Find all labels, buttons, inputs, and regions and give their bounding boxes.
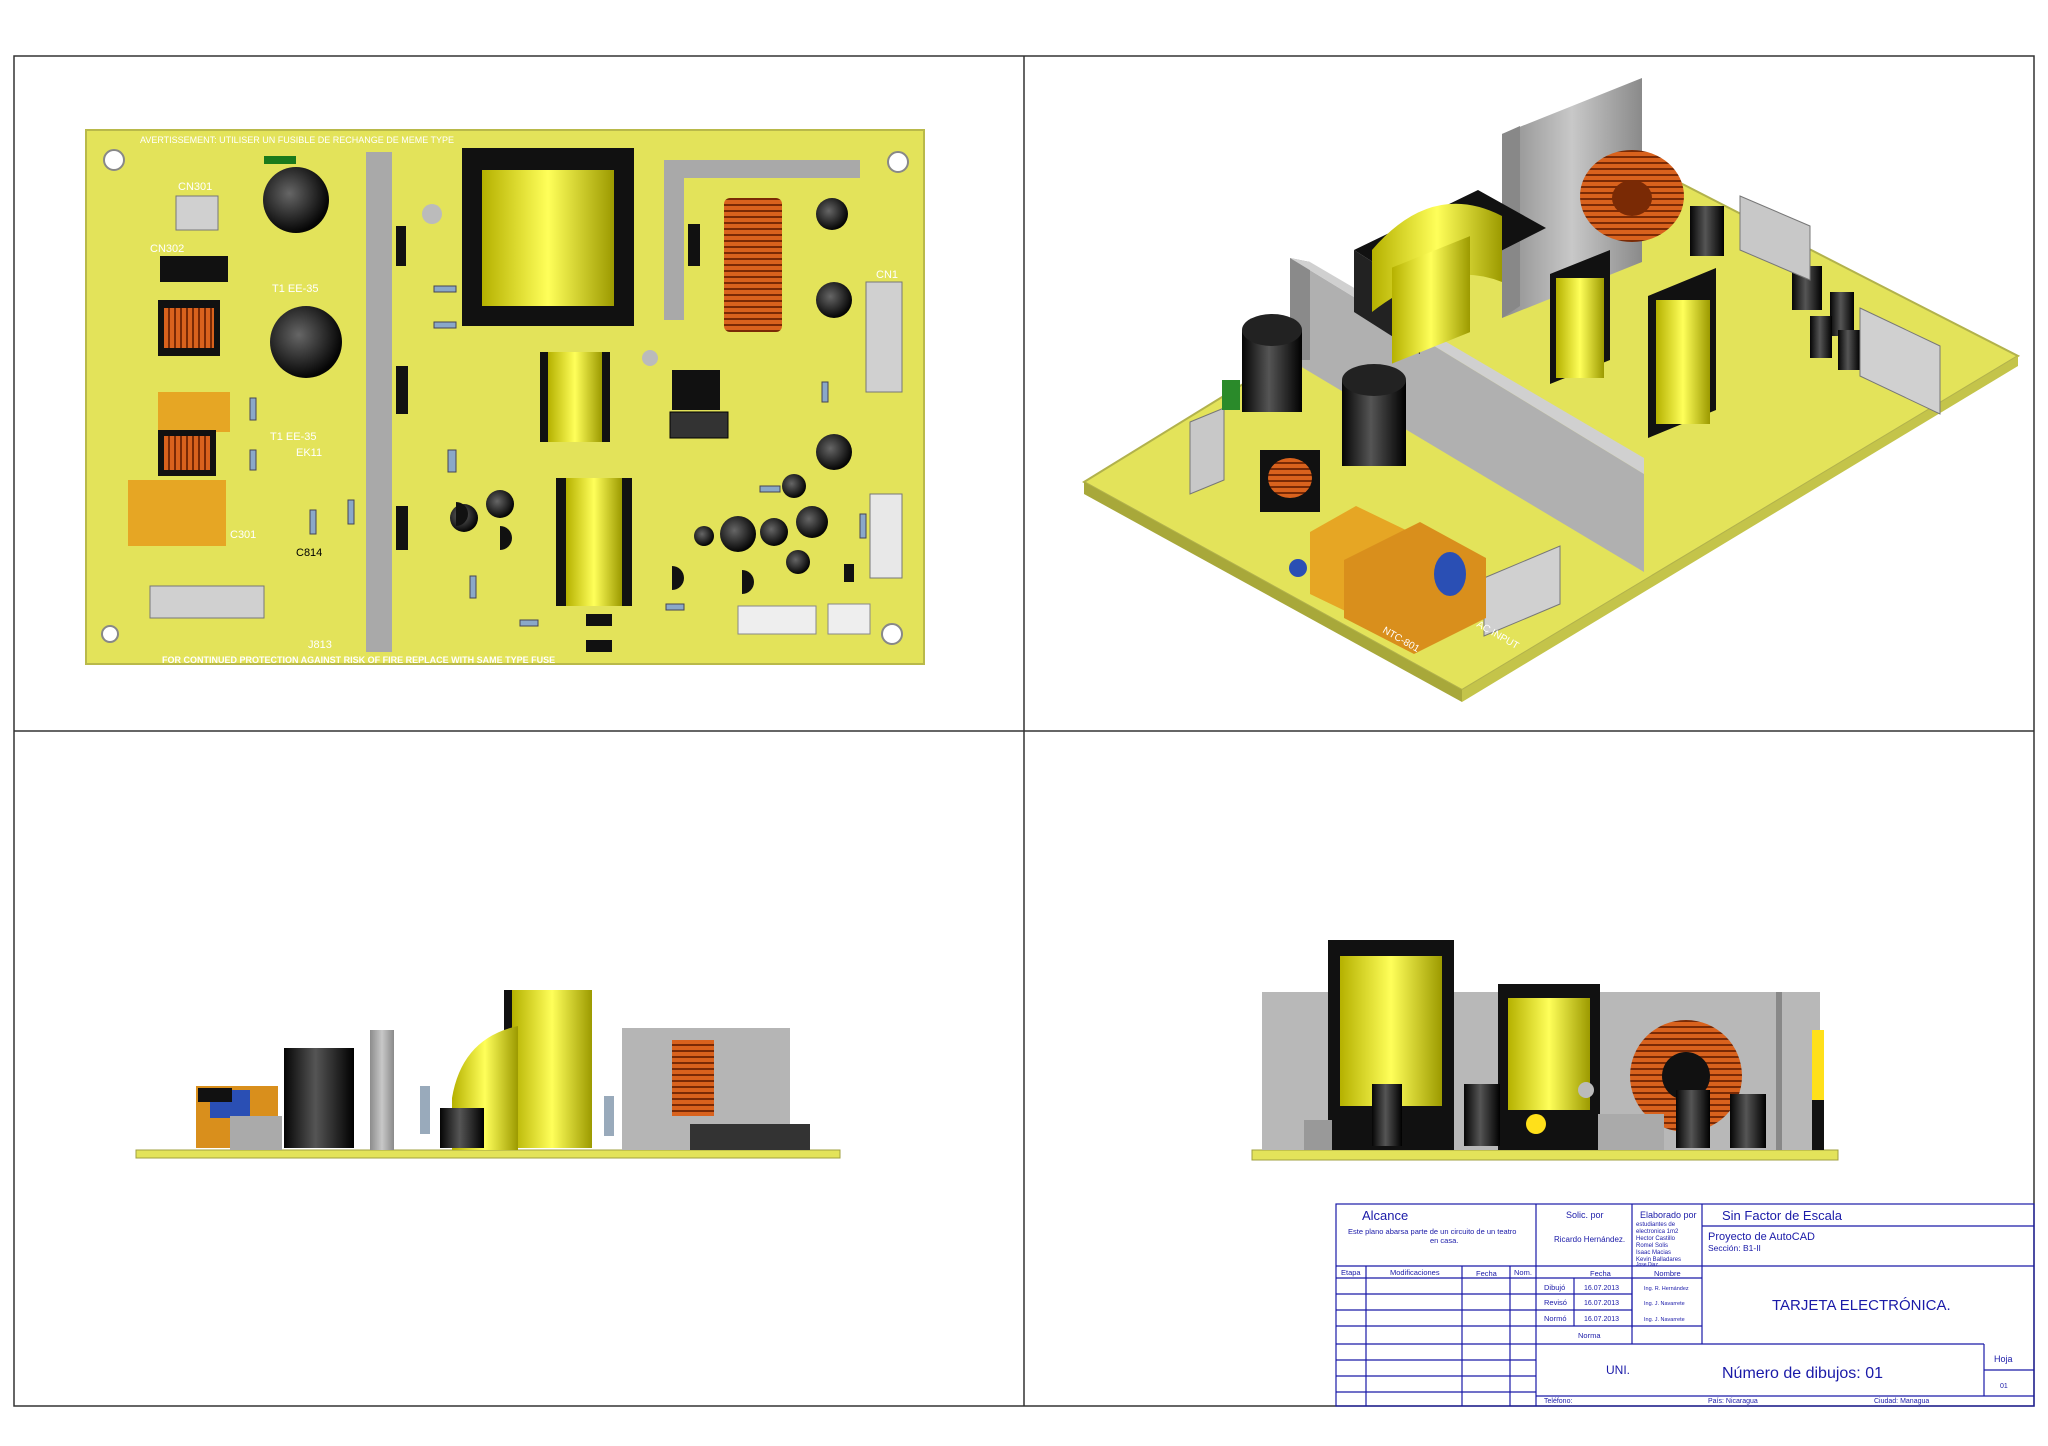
row-dibujo-fecha: 16.07.2013 xyxy=(1584,1285,1619,1292)
label-cn302: CN302 xyxy=(150,243,184,255)
resistors-top xyxy=(249,285,867,627)
label-cn1: CN1 xyxy=(876,269,898,281)
silkscreen-top-text: AVERTISSEMENT: UTILISER UN FUSIBLE DE RE… xyxy=(140,135,454,145)
x-capacitor xyxy=(128,480,226,546)
elaborado-line-7: Jose Diaz xyxy=(1636,1262,1658,1268)
iso-connector-rear xyxy=(1739,195,1811,281)
connector-bottom-2 xyxy=(827,603,871,635)
pcb-front-elevation xyxy=(135,990,841,1159)
iso-heatsink-front xyxy=(1290,258,1644,572)
toroid-coil xyxy=(724,198,782,332)
filter-block xyxy=(158,392,230,432)
pais-text: País: Nicaragua xyxy=(1708,1398,1758,1405)
pcb-isometric-view: NTC-801 AC INPUT xyxy=(1082,78,2021,702)
transformer-small-1 xyxy=(548,352,602,442)
col-nombre: Nombre xyxy=(1654,1269,1681,1278)
solic-name: Ricardo Hernández. xyxy=(1554,1235,1625,1244)
seccion-text: Sección: B1-II xyxy=(1708,1243,1761,1253)
heatsink-top xyxy=(664,160,860,320)
front-board xyxy=(135,1149,841,1159)
elaborado-line-4: Romel Solis xyxy=(1636,1243,1668,1249)
elaborado-title: Elaborado por xyxy=(1640,1210,1697,1220)
row-normo-label: Normó xyxy=(1544,1314,1567,1323)
elaborado-line-5: Isaac Macias xyxy=(1636,1250,1671,1256)
norma-text: Norma xyxy=(1578,1331,1601,1340)
transistors-top xyxy=(396,224,854,652)
proyecto-text: Proyecto de AutoCAD xyxy=(1708,1231,1815,1243)
ic-1 xyxy=(672,370,720,410)
label-cn301: CN301 xyxy=(178,181,212,193)
label-t1b: T1 EE-35 xyxy=(270,431,316,443)
iso-transformer xyxy=(1354,190,1546,364)
connector-bottom xyxy=(737,605,817,635)
col-nom: Nom. xyxy=(1514,1268,1532,1277)
connector-cn301 xyxy=(175,195,219,231)
silkscreen-bottom-text: FOR CONTINUED PROTECTION AGAINST RISK OF… xyxy=(162,655,555,665)
row-reviso-fecha: 16.07.2013 xyxy=(1584,1300,1619,1307)
iso-blue-caps xyxy=(1289,552,1466,596)
connector-j813 xyxy=(149,585,265,619)
label-ek11: EK11 xyxy=(296,447,322,459)
col-modificaciones: Modificaciones xyxy=(1390,1268,1440,1277)
pcb-top-view: AVERTISSEMENT: UTILISER UN FUSIBLE DE RE… xyxy=(85,129,925,665)
connector-right-2 xyxy=(869,493,903,579)
label-j813: J813 xyxy=(308,639,332,651)
row-dibujo-label: Dibujó xyxy=(1544,1283,1565,1292)
elaborado-line-6: Kevin Balladares xyxy=(1636,1257,1681,1263)
pcb-side-elevation xyxy=(1251,940,1839,1161)
iso-connector-right xyxy=(1859,307,1941,415)
ic-2 xyxy=(669,411,729,439)
numero-dibujos: Número de dibujos: 01 xyxy=(1722,1365,1883,1382)
row-reviso-nombre: Ing. J. Navarrete xyxy=(1644,1301,1685,1307)
mounting-holes xyxy=(101,149,909,645)
elaborado-line-2: electronica 1m2 xyxy=(1636,1229,1679,1235)
solic-title: Solic. por xyxy=(1566,1210,1604,1220)
row-reviso-label: Revisó xyxy=(1544,1298,1567,1307)
alcance-text-1: Este plano abarsa parte de un circuito d… xyxy=(1348,1227,1516,1236)
label-c814: C814 xyxy=(296,547,322,559)
top-view-labels: CN301 CN302 T1 EE-35 T1 EE-35 EK11 CN1 C… xyxy=(150,181,898,651)
elaborado-line-3: Hector Castillo xyxy=(1636,1236,1676,1242)
side-board xyxy=(1251,1149,1839,1161)
col-etapa: Etapa xyxy=(1341,1268,1361,1277)
label-t1: T1 EE-35 xyxy=(272,283,318,295)
iso-toroid xyxy=(1580,150,1684,242)
connector-right xyxy=(865,281,903,393)
label-c301: C301 xyxy=(230,529,256,541)
col-fecha-2: Fecha xyxy=(1590,1269,1612,1278)
heatsink-left xyxy=(366,152,392,652)
hoja-label: Hoja xyxy=(1994,1354,2013,1364)
row-normo-fecha: 16.07.2013 xyxy=(1584,1316,1619,1323)
capacitors-top xyxy=(263,167,852,574)
iso-small-transformers xyxy=(1550,250,1716,438)
ciudad-text: Ciudad: Managua xyxy=(1874,1398,1929,1405)
row-dibujo-nombre: Ing. R. Hernández xyxy=(1644,1286,1689,1292)
transformer-small-2 xyxy=(566,478,622,606)
hoja-value: 01 xyxy=(2000,1383,2008,1390)
escala-text: Sin Factor de Escala xyxy=(1722,1208,1843,1223)
iso-inductor xyxy=(1260,450,1320,512)
title-block xyxy=(1335,1203,2035,1407)
title-block-text: Alcance Este plano abarsa parte de un ci… xyxy=(1341,1208,2013,1405)
drawing-title: TARJETA ELECTRÓNICA. xyxy=(1772,1297,1951,1314)
sheet-frame xyxy=(13,55,2035,1407)
iso-capacitors xyxy=(1242,206,1860,466)
alcance-title: Alcance xyxy=(1362,1208,1408,1223)
col-fecha: Fecha xyxy=(1476,1269,1498,1278)
elaborado-line-1: estudiantes de xyxy=(1636,1222,1676,1228)
row-normo-nombre: Ing. J. Navarrete xyxy=(1644,1317,1685,1323)
telefono-text: Teléfono: xyxy=(1544,1398,1572,1405)
alcance-text-2: en casa. xyxy=(1430,1236,1458,1245)
uni-text: UNI. xyxy=(1606,1363,1630,1377)
